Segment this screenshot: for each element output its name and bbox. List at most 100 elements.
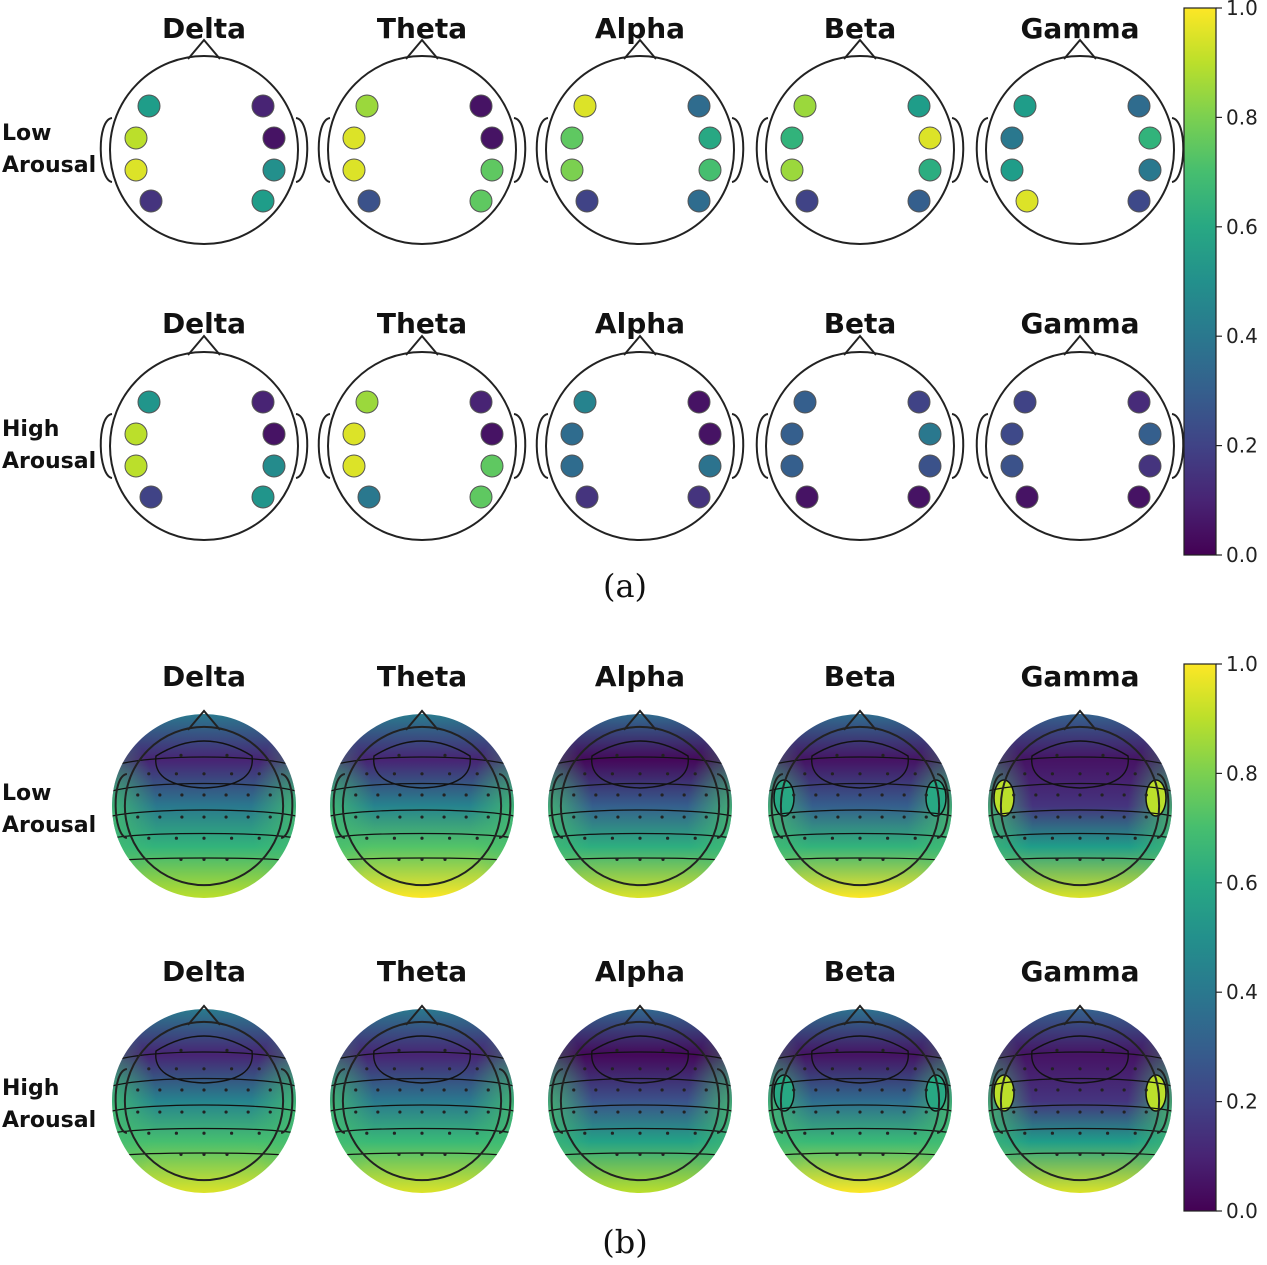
contour-line <box>1031 740 1129 789</box>
sensor-dot <box>257 1067 261 1071</box>
sensor-dot <box>858 836 862 840</box>
head-outline <box>999 725 1161 887</box>
sensor-dot <box>1023 1067 1027 1071</box>
sensor-dot <box>1144 815 1148 819</box>
contour-line <box>155 740 253 789</box>
contour-line <box>548 809 732 817</box>
sensor-dot <box>572 1110 576 1114</box>
left-ear <box>99 117 113 183</box>
sensor-dot <box>448 1067 452 1071</box>
sensor-dot <box>886 1067 890 1071</box>
sensor-dot <box>225 857 229 861</box>
sensor-dot <box>398 793 402 797</box>
electrode-dot <box>1000 126 1024 150</box>
sensor-dot <box>704 793 708 797</box>
head-outline <box>341 1020 503 1182</box>
electrode-dot <box>698 158 722 182</box>
topomap-b-low-theta: Theta <box>330 660 514 898</box>
sensor-dot <box>1056 815 1060 819</box>
head-outline <box>123 725 285 887</box>
electrode-dot <box>355 390 379 414</box>
sensor-dot <box>886 836 890 840</box>
contour-line <box>373 1035 471 1084</box>
sensor-dot <box>1100 1110 1104 1114</box>
sensor-dot <box>924 1110 928 1114</box>
sensor-dot <box>1050 772 1054 776</box>
electrode-dot <box>1000 422 1024 446</box>
nose-marker <box>623 709 657 731</box>
contour-line <box>768 782 952 792</box>
electrode-dot <box>480 126 504 150</box>
sensor-dot <box>420 815 424 819</box>
sensor-dot <box>448 772 452 776</box>
contour-line <box>988 1077 1172 1087</box>
panel-label-b: (b) <box>602 1223 647 1261</box>
sensor-dot <box>486 1088 490 1092</box>
sensor-dot <box>420 1110 424 1114</box>
sensor-dot <box>835 1048 839 1052</box>
sensor-dot <box>225 753 229 758</box>
sensor-dot <box>464 1088 468 1092</box>
sensor-dot <box>1034 1110 1038 1114</box>
electrode-dot <box>251 189 275 213</box>
panel-label-a: (a) <box>603 567 647 605</box>
sensor-dot <box>880 793 884 797</box>
electrode-dot <box>251 485 275 509</box>
electrode-dot <box>355 94 379 118</box>
head-outline <box>999 1020 1161 1182</box>
electrode-dot <box>124 454 148 478</box>
sensor-dot <box>880 815 884 819</box>
left-ear <box>114 1068 128 1134</box>
contour-line <box>988 756 1172 767</box>
right-ear <box>936 773 950 839</box>
contour-line <box>768 1051 952 1062</box>
contour-line <box>112 1127 296 1134</box>
sensor-dot <box>704 1110 708 1114</box>
sensor-dot <box>858 793 862 797</box>
sensor-dot <box>354 1088 358 1092</box>
electrode-dot <box>251 390 275 414</box>
sensor-dot <box>1050 1067 1054 1071</box>
row-label-line1: Low <box>2 781 51 806</box>
sensor-dot <box>704 1088 708 1092</box>
contour-line <box>548 1127 732 1134</box>
left-ear <box>332 1068 346 1134</box>
left-ear <box>317 413 331 479</box>
left-ear <box>317 117 331 183</box>
nose-marker <box>623 334 657 356</box>
sensor-dot <box>246 815 250 819</box>
sensor-dot <box>202 1131 206 1135</box>
electrode-dot <box>1138 454 1162 478</box>
electrode-dot <box>139 189 163 213</box>
left-ear <box>770 1068 784 1134</box>
head-outline <box>109 55 299 245</box>
head-outline <box>559 725 721 887</box>
electrode-dot <box>469 485 493 509</box>
sensor-dot <box>803 1131 807 1135</box>
sensor-dot <box>913 772 917 776</box>
colorbar-tick-label: 0.6 <box>1226 871 1258 895</box>
sensor-dot <box>1056 1088 1060 1092</box>
colorbar-tick-label: 0.2 <box>1226 1090 1258 1114</box>
contour-line <box>768 1104 952 1112</box>
sensor-dot <box>179 753 183 758</box>
sensor-dot <box>858 1067 862 1071</box>
sensor-dot <box>693 1131 697 1135</box>
sensor-dot <box>397 857 401 861</box>
sensor-dot <box>443 753 447 758</box>
topomap-b-low-delta: Delta <box>112 660 296 898</box>
sensor-dot <box>230 772 234 776</box>
nose-marker <box>1063 334 1097 356</box>
contour-line <box>112 756 296 767</box>
electrode-dot <box>918 454 942 478</box>
right-ear <box>731 117 745 183</box>
sensor-dot <box>1106 1131 1110 1135</box>
panel-b-topographic-maps: Low Arousal High Arousal Delta Theta Alpha… <box>2 660 1172 1261</box>
sensor-dot <box>376 815 380 819</box>
sensor-dot <box>230 1131 234 1135</box>
colorbar-tick-label: 0.6 <box>1226 215 1258 239</box>
sensor-dot <box>1012 1110 1016 1114</box>
left-ear <box>332 773 346 839</box>
sensor-dot <box>638 857 642 861</box>
electrode-dot <box>469 390 493 414</box>
